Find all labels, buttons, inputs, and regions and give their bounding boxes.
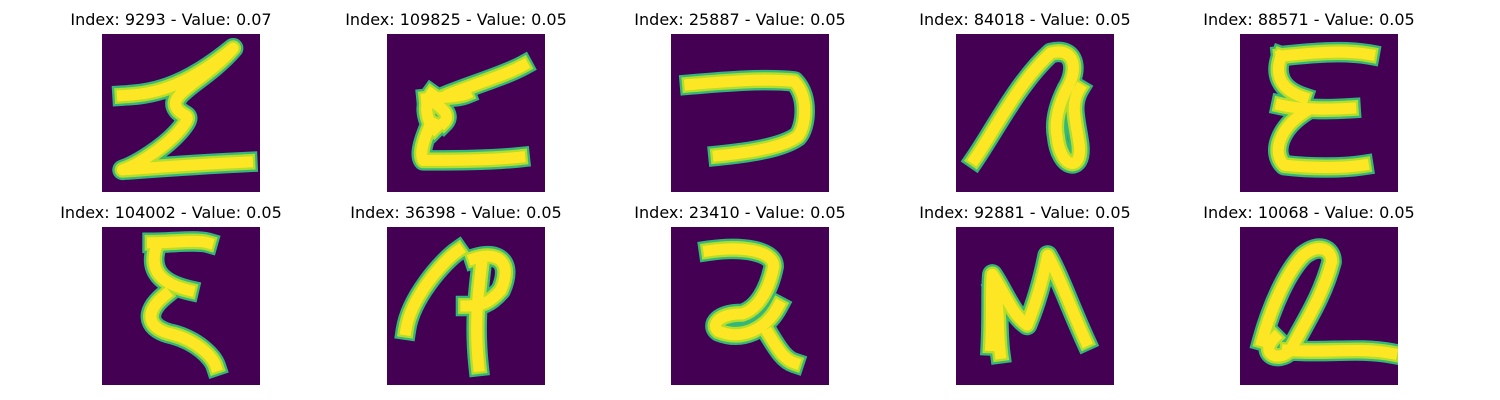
glyph-E-icon [1240, 34, 1398, 192]
image-panel: Index: 23410 - Value: 0.05 [590, 193, 890, 378]
panel-title: Index: 92881 - Value: 0.05 [875, 203, 1175, 222]
panel-title: Index: 9293 - Value: 0.07 [21, 10, 321, 29]
glyph-image [102, 34, 260, 192]
image-panel: Index: 84018 - Value: 0.05 [875, 0, 1175, 185]
glyph-E-icon [387, 34, 545, 192]
glyph-image [671, 227, 829, 385]
glyph-stroke [1278, 52, 1369, 167]
panel-title: Index: 104002 - Value: 0.05 [21, 203, 321, 222]
glyph-image [956, 227, 1114, 385]
glyph-stroke [422, 66, 523, 161]
image-panel: Index: 9293 - Value: 0.07 [21, 0, 321, 185]
glyph-2-icon [671, 227, 829, 385]
image-panel: Index: 10068 - Value: 0.05 [1159, 193, 1459, 378]
glyph-image [1240, 227, 1398, 385]
image-panel: Index: 109825 - Value: 0.05 [306, 0, 606, 185]
panel-title: Index: 25887 - Value: 0.05 [590, 10, 890, 29]
panel-title: Index: 88571 - Value: 0.05 [1159, 10, 1459, 29]
image-panel: Index: 88571 - Value: 0.05 [1159, 0, 1459, 185]
image-panel: Index: 36398 - Value: 0.05 [306, 193, 606, 378]
glyph-image [671, 34, 829, 192]
panel-title: Index: 36398 - Value: 0.05 [306, 203, 606, 222]
image-panel: Index: 92881 - Value: 0.05 [875, 193, 1175, 378]
image-panel: Index: 104002 - Value: 0.05 [21, 193, 321, 378]
panel-title: Index: 23410 - Value: 0.05 [590, 203, 890, 222]
glyph-P-icon [387, 227, 545, 385]
panel-title: Index: 10068 - Value: 0.05 [1159, 203, 1459, 222]
glyph-image [956, 34, 1114, 192]
glyph-image [387, 34, 545, 192]
glyph-N-icon [956, 227, 1114, 385]
panel-title: Index: 84018 - Value: 0.05 [875, 10, 1175, 29]
glyph-image [102, 227, 260, 385]
glyph-E-icon [102, 227, 260, 385]
glyph-Q-icon [1240, 227, 1398, 385]
image-panel: Index: 25887 - Value: 0.05 [590, 0, 890, 185]
glyph-a-icon [956, 34, 1114, 192]
glyph-Z-icon [102, 34, 260, 192]
glyph-reversed-C-icon [671, 34, 829, 192]
glyph-image [1240, 34, 1398, 192]
panel-title: Index: 109825 - Value: 0.05 [306, 10, 606, 29]
glyph-image [387, 227, 545, 385]
